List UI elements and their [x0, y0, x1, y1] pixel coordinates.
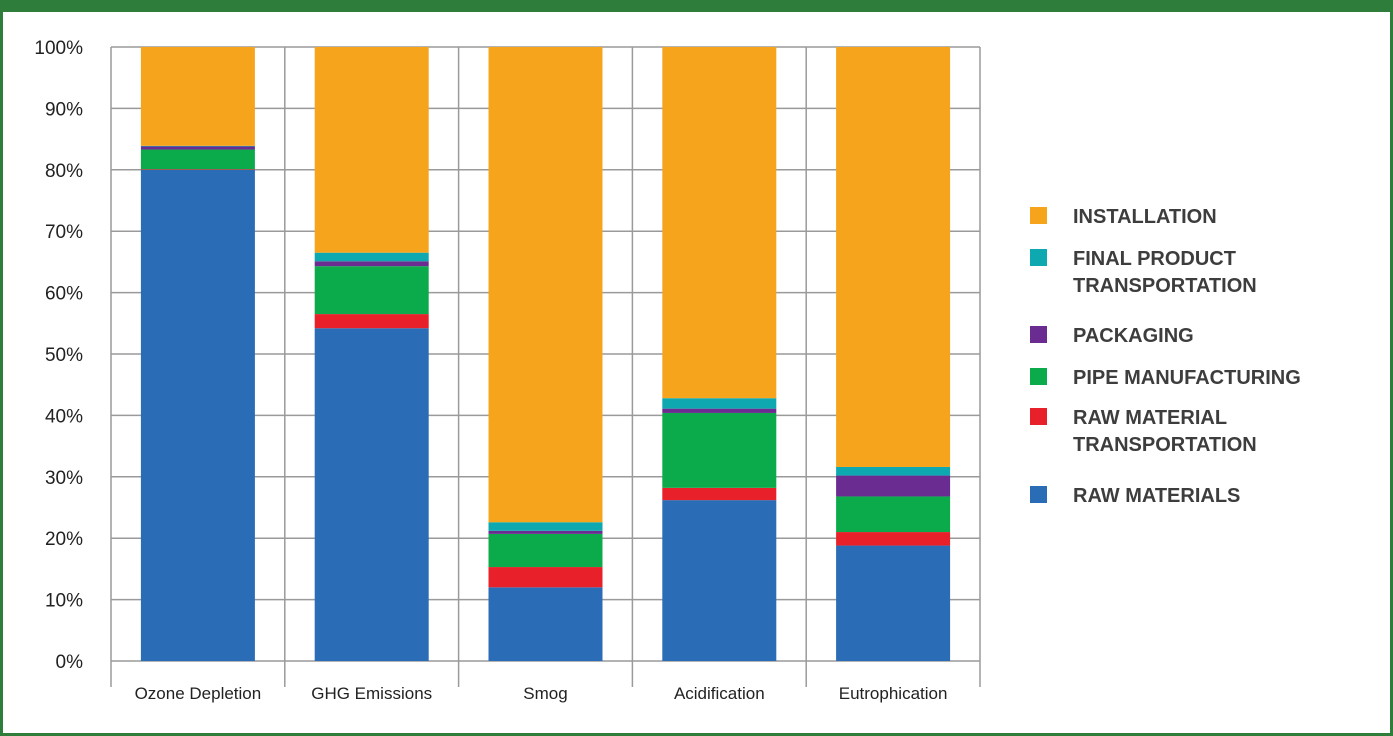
legend-swatch [1030, 368, 1047, 385]
y-tick-label: 20% [45, 529, 83, 550]
bar-segment [140, 169, 255, 662]
legend-label: RAW MATERIAL [1073, 407, 1227, 429]
x-tick-label: Ozone Depletion [135, 684, 262, 703]
bar-segment [488, 47, 603, 523]
bar-segment [662, 412, 777, 488]
legend-label: PIPE MANUFACTURING [1073, 367, 1301, 389]
legend-label: TRANSPORTATION [1073, 434, 1257, 456]
legend-swatch [1030, 249, 1047, 266]
stacked-bar-chart: 0% 10% 20% 30% 40% 50% 60% 70% 80% 90% 100% Ozone D… [34, 38, 1301, 703]
bar-segment [140, 169, 255, 170]
legend-label: FINAL PRODUCT [1073, 248, 1236, 270]
legend-label: TRANSPORTATION [1073, 275, 1257, 297]
bar-segment [836, 466, 951, 476]
legend-label: INSTALLATION [1073, 206, 1217, 228]
bar-segment [836, 475, 951, 497]
x-tick-label: Acidification [674, 684, 765, 703]
bar-segment [314, 252, 429, 262]
y-tick-label: 40% [45, 406, 83, 427]
y-tick-label: 100% [34, 38, 83, 59]
legend-swatch [1030, 408, 1047, 425]
bar-segment [662, 487, 777, 501]
y-tick-label: 90% [45, 99, 83, 120]
y-tick-label: 0% [56, 652, 84, 673]
bar-segment [314, 47, 429, 253]
bar-segment [488, 522, 603, 531]
bar-segment [662, 408, 777, 413]
bar-segment [140, 145, 255, 147]
legend-label: RAW MATERIALS [1073, 485, 1240, 507]
bar-segment [836, 496, 951, 533]
legend-label: PACKAGING [1073, 325, 1194, 347]
bar-segment [488, 587, 603, 661]
y-tick-label: 60% [45, 284, 83, 305]
bar-segment [314, 328, 429, 661]
bar-segment [314, 261, 429, 267]
legend-swatch [1030, 326, 1047, 343]
bar-segment [488, 533, 603, 568]
bar-segment [836, 545, 951, 661]
bar-segment [140, 149, 255, 170]
y-tick-label: 70% [45, 222, 83, 243]
y-tick-label: 30% [45, 468, 83, 489]
bar-segment [314, 314, 429, 329]
bar-segment [314, 266, 429, 315]
x-tick-label: Eutrophication [839, 684, 948, 703]
bar-segment [662, 500, 777, 661]
bar-segment [662, 398, 777, 409]
y-tick-label: 80% [45, 161, 83, 182]
legend-swatch [1030, 486, 1047, 503]
y-tick-label: 10% [45, 591, 83, 612]
y-tick-label: 50% [45, 345, 83, 366]
bar-segment [488, 567, 603, 588]
bar-segment [836, 532, 951, 546]
bar-segment [662, 47, 777, 399]
bar-segment [140, 47, 255, 146]
x-tick-label: Smog [523, 684, 567, 703]
bar-segment [836, 47, 951, 467]
x-tick-label: GHG Emissions [311, 684, 432, 703]
bar-segment [140, 146, 255, 150]
legend-swatch [1030, 207, 1047, 224]
bar-segment [488, 530, 603, 534]
